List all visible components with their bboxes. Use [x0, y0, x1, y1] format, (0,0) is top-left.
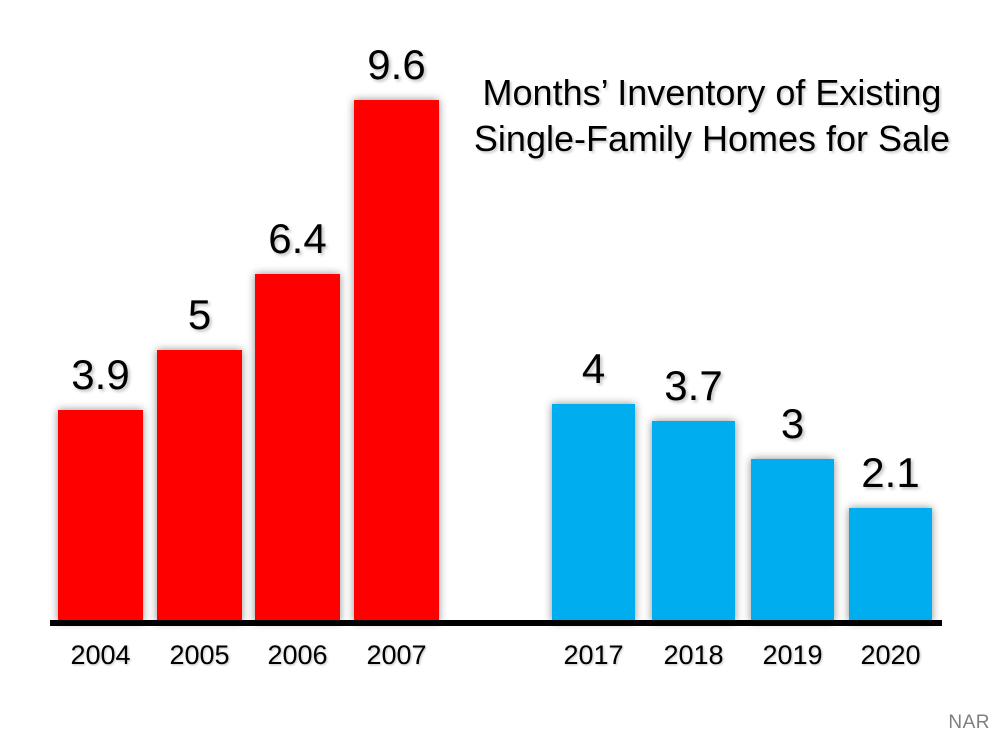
year-label-2005: 2005 — [169, 640, 230, 670]
bar-2005 — [157, 350, 242, 622]
value-label-2018: 3.7 — [664, 362, 723, 409]
chart-title: Months’ Inventory of Existing Single-Fam… — [462, 70, 962, 162]
source-label: NAR — [948, 712, 990, 733]
year-label-2007: 2007 — [366, 640, 427, 670]
chart-title-line-1: Months’ Inventory of Existing — [482, 72, 942, 113]
value-label-2007: 9.6 — [367, 41, 426, 88]
year-label-2004: 2004 — [70, 640, 131, 670]
value-label-2005: 5 — [187, 291, 212, 338]
year-label-2006: 2006 — [267, 640, 328, 670]
bar-2004 — [58, 410, 143, 622]
year-label-2019: 2019 — [762, 640, 823, 670]
year-label-2018: 2018 — [663, 640, 724, 670]
bar-2007 — [354, 100, 439, 622]
value-label-2017: 4 — [581, 345, 606, 392]
value-label-2004: 3.9 — [71, 351, 130, 398]
bar-2019 — [751, 459, 834, 622]
year-label-2020: 2020 — [860, 640, 921, 670]
x-axis-line — [50, 620, 942, 626]
bar-2020 — [849, 508, 932, 622]
bar-2017 — [552, 404, 635, 622]
chart-title-line-2: Single-Family Homes for Sale — [473, 118, 951, 159]
value-label-2019: 3 — [780, 400, 805, 447]
year-label-2017: 2017 — [563, 640, 624, 670]
value-label-2020: 2.1 — [861, 449, 920, 496]
bar-2006 — [255, 274, 340, 622]
value-label-2006: 6.4 — [268, 215, 327, 262]
bar-2018 — [652, 421, 735, 622]
